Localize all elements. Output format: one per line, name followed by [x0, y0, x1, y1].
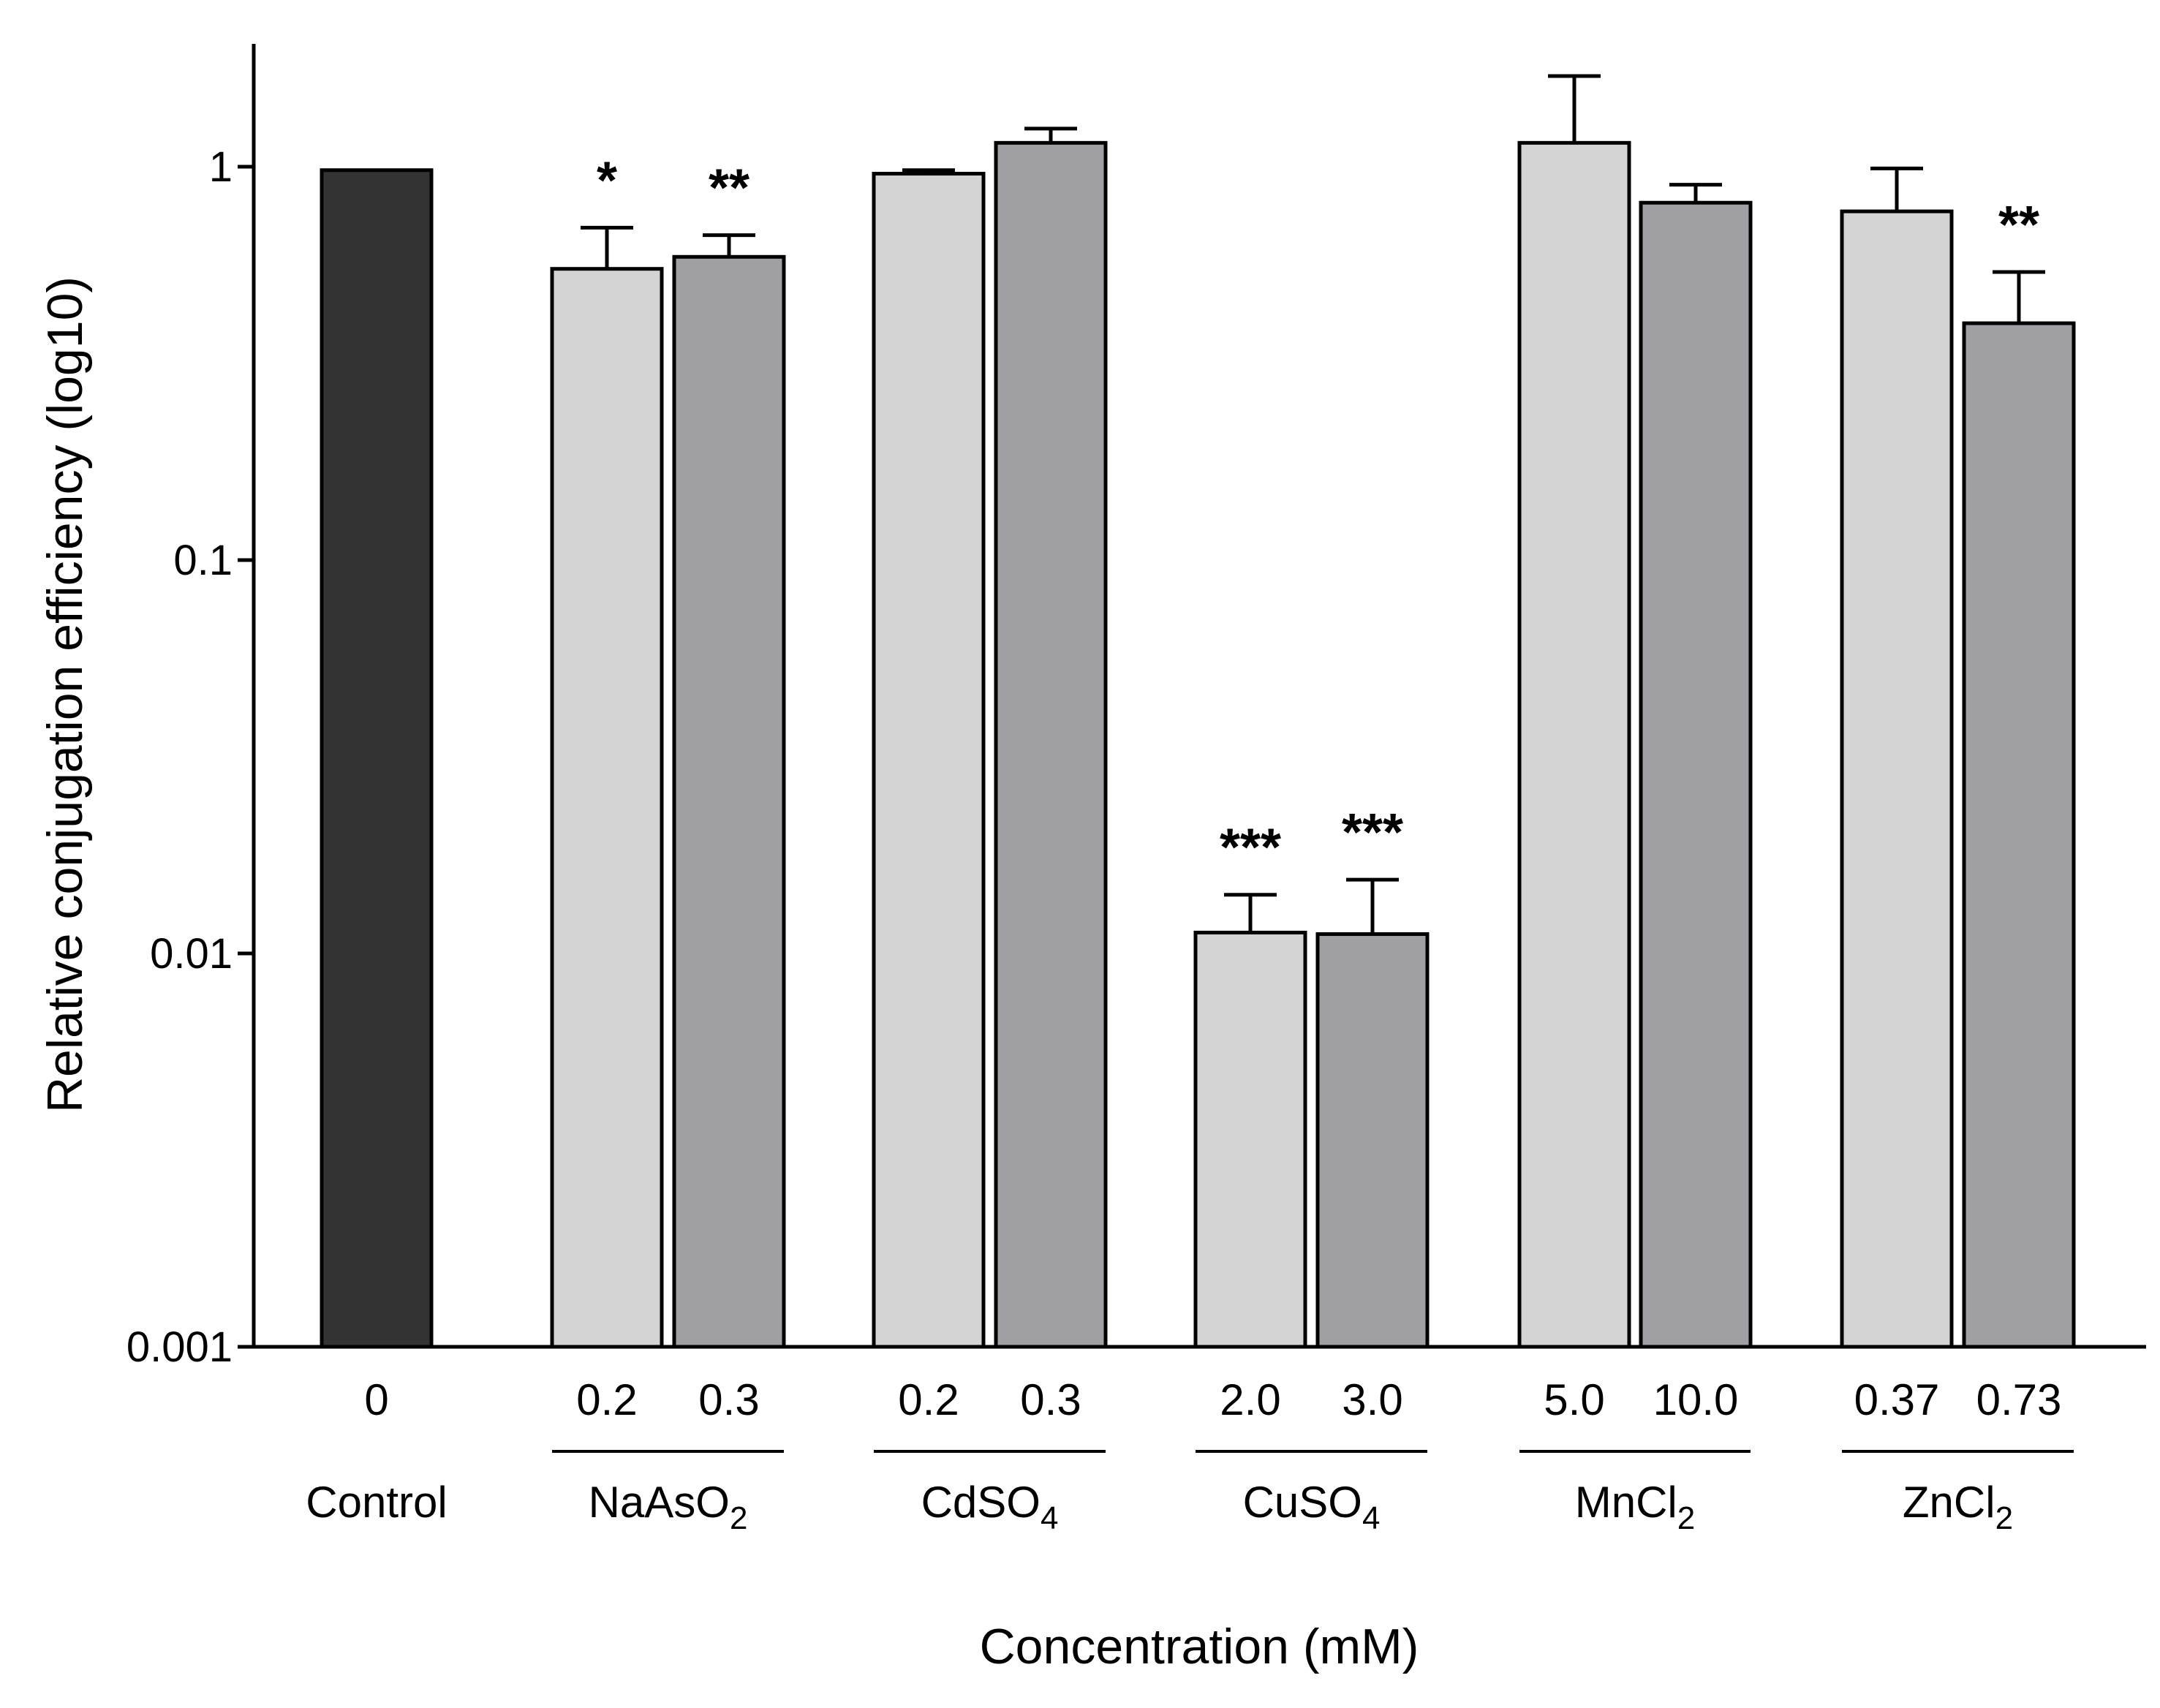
x-tick-label: 3.0 — [1342, 1375, 1402, 1424]
bar — [994, 140, 1108, 1349]
significance-mark: *** — [1342, 804, 1403, 862]
significance-mark: * — [597, 151, 617, 210]
y-ticks-layer: 0.001 0.01 0.1 1 — [126, 143, 254, 1371]
significance-mark: ** — [709, 159, 749, 218]
error-bars-layer — [581, 74, 2045, 934]
y-axis-title: Relative conjugation efficiency (log10) — [37, 276, 93, 1113]
y-tick-label: 0.001 — [126, 1323, 233, 1371]
bar — [1517, 140, 1631, 1349]
y-tick-label: 0.01 — [150, 930, 233, 978]
bar — [672, 254, 786, 1349]
x-tick-label: 5.0 — [1544, 1375, 1604, 1424]
group-label: CdSO4 — [921, 1478, 1059, 1536]
x-axis-title: Concentration (mM) — [980, 1619, 1419, 1674]
bar — [1193, 930, 1307, 1349]
axes-layer — [252, 44, 2146, 1349]
group-label: Control — [306, 1478, 447, 1527]
bar — [1962, 321, 2076, 1349]
y-tick-label: 1 — [209, 143, 233, 191]
significance-mark: *** — [1220, 819, 1281, 877]
x-tick-label: 0 — [364, 1375, 388, 1424]
x-tick-label: 0.73 — [1976, 1375, 2062, 1424]
x-tick-label: 0.3 — [698, 1375, 759, 1424]
x-labels-layer: 0 0.2 0.3 0.2 0.3 2.0 3.0 5.0 10.0 0.37 0.73 — [364, 1375, 2061, 1424]
y-tick-label: 0.1 — [173, 537, 233, 584]
x-tick-label: 2.0 — [1220, 1375, 1280, 1424]
x-tick-label: 0.37 — [1854, 1375, 1940, 1424]
bars-layer — [320, 140, 2076, 1349]
bar — [550, 267, 664, 1349]
group-labels-layer: Control NaAsO2 CdSO4 CuSO4 MnCl2 ZnCl2 — [306, 1450, 2074, 1536]
significance-marks-layer: * ***** ***** — [597, 151, 2039, 877]
bar — [1840, 209, 1954, 1349]
group-label: CuSO4 — [1243, 1478, 1381, 1536]
bar — [1639, 200, 1753, 1349]
x-tick-label: 0.2 — [898, 1375, 959, 1424]
bar — [872, 172, 986, 1349]
x-tick-label: 10.0 — [1653, 1375, 1739, 1424]
group-label: MnCl2 — [1575, 1478, 1696, 1536]
significance-mark: ** — [1998, 196, 2039, 254]
bar — [1315, 932, 1430, 1349]
bar — [320, 168, 434, 1349]
group-label: NaAsO2 — [589, 1478, 748, 1536]
x-tick-label: 0.2 — [576, 1375, 637, 1424]
group-label: ZnCl2 — [1903, 1478, 2013, 1536]
x-tick-label: 0.3 — [1020, 1375, 1081, 1424]
